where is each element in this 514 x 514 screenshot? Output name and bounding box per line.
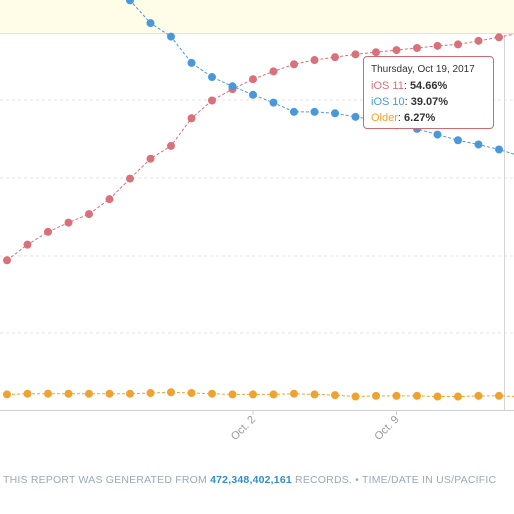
data-point-ios-11[interactable] — [126, 174, 134, 183]
data-point-ios-11[interactable] — [167, 141, 175, 150]
data-point-ios-11[interactable] — [187, 114, 196, 123]
data-point-older[interactable] — [228, 390, 237, 399]
footer-record-count: 472,348,402,161 — [210, 474, 292, 486]
data-point-older[interactable] — [126, 389, 134, 398]
data-point-older[interactable] — [23, 389, 32, 398]
data-point-older[interactable] — [64, 389, 73, 398]
x-tick-label: Oct. 2 — [229, 414, 258, 443]
data-point-older[interactable] — [331, 391, 339, 400]
report-footer: THIS REPORT WAS GENERATED FROM 472,348,4… — [3, 474, 514, 486]
data-point-ios-10[interactable] — [495, 145, 503, 154]
data-point-ios-11[interactable] — [433, 41, 442, 50]
data-point-ios-10[interactable] — [269, 98, 278, 107]
data-point-older[interactable] — [146, 389, 155, 398]
data-point-older[interactable] — [85, 389, 93, 398]
data-point-older[interactable] — [105, 389, 114, 398]
footer-suffix: RECORDS. • TIME/DATE IN US/PACIFIC — [291, 474, 497, 486]
data-point-ios-10[interactable] — [433, 130, 442, 139]
data-point-ios-10[interactable] — [249, 90, 257, 99]
data-point-ios-11[interactable] — [208, 96, 216, 105]
data-point-ios-11[interactable] — [249, 75, 257, 84]
data-point-ios-11[interactable] — [44, 227, 52, 236]
data-point-ios-11[interactable] — [105, 195, 114, 204]
data-point-older[interactable] — [454, 392, 462, 401]
data-point-older[interactable] — [167, 388, 175, 397]
data-point-older[interactable] — [249, 390, 257, 399]
data-point-ios-10[interactable] — [331, 109, 339, 118]
data-point-ios-11[interactable] — [146, 154, 155, 163]
data-point-ios-11[interactable] — [495, 33, 503, 42]
data-point-ios-11[interactable] — [474, 36, 483, 45]
tooltip-row-older: Older: 6.27% — [371, 112, 436, 124]
tooltip-ios11-label: iOS 11 — [371, 80, 404, 92]
data-point-older[interactable] — [392, 391, 401, 400]
data-point-ios-11[interactable] — [372, 48, 380, 57]
data-point-ios-10[interactable] — [290, 107, 298, 116]
data-point-older[interactable] — [351, 392, 360, 401]
data-point-ios-11[interactable] — [351, 50, 360, 59]
tooltip-older-value: 6.27% — [404, 112, 436, 124]
data-point-ios-11[interactable] — [85, 210, 93, 219]
data-point-ios-10[interactable] — [454, 136, 462, 145]
data-point-ios-10[interactable] — [208, 73, 216, 82]
data-point-ios-11[interactable] — [454, 40, 462, 49]
tooltip-row-ios11: iOS 11: 54.66% — [371, 80, 448, 92]
data-point-older[interactable] — [495, 391, 503, 400]
top-banner — [0, 0, 514, 34]
data-point-ios-11[interactable] — [290, 60, 298, 69]
data-point-ios-11[interactable] — [23, 240, 32, 249]
data-point-ios-11[interactable] — [64, 218, 73, 227]
data-point-older[interactable] — [3, 390, 11, 399]
data-point-ios-11[interactable] — [310, 56, 319, 65]
tooltip-ios11-value: 54.66% — [409, 80, 448, 92]
data-point-ios-10[interactable] — [146, 19, 155, 28]
data-point-ios-11[interactable] — [269, 67, 278, 76]
tooltip-date: Thursday, Oct 19, 2017 — [371, 64, 475, 75]
tooltip-older-label: Older — [371, 112, 398, 124]
data-point-ios-11[interactable] — [413, 43, 421, 52]
data-point-older[interactable] — [433, 392, 442, 401]
data-point-older[interactable] — [44, 389, 52, 398]
chart-tooltip: Thursday, Oct 19, 2017 iOS 11: 54.66% iO… — [363, 56, 494, 129]
data-point-older[interactable] — [474, 391, 483, 400]
data-point-older[interactable] — [187, 389, 196, 398]
data-point-older[interactable] — [269, 390, 278, 399]
data-point-ios-10[interactable] — [310, 107, 319, 116]
data-point-older[interactable] — [208, 389, 216, 398]
data-point-ios-10[interactable] — [126, 0, 134, 5]
data-point-ios-10[interactable] — [167, 32, 175, 41]
tooltip-ios10-label: iOS 10 — [371, 96, 405, 108]
data-point-older[interactable] — [290, 389, 298, 398]
data-point-ios-11[interactable] — [331, 53, 339, 62]
data-point-ios-11[interactable] — [392, 46, 401, 55]
data-point-older[interactable] — [310, 390, 319, 399]
footer-prefix: THIS REPORT WAS GENERATED FROM — [3, 474, 211, 486]
data-point-ios-10[interactable] — [474, 140, 483, 149]
x-tick-label: Oct. 9 — [372, 414, 401, 443]
data-point-ios-10[interactable] — [228, 82, 237, 91]
data-point-ios-10[interactable] — [351, 112, 360, 121]
data-point-ios-11[interactable] — [3, 256, 11, 265]
data-point-older[interactable] — [372, 391, 380, 400]
data-point-older[interactable] — [413, 391, 421, 400]
tooltip-row-ios10: iOS 10: 39.07% — [371, 96, 449, 108]
data-point-ios-10[interactable] — [187, 58, 196, 67]
tooltip-ios10-value: 39.07% — [410, 96, 449, 108]
